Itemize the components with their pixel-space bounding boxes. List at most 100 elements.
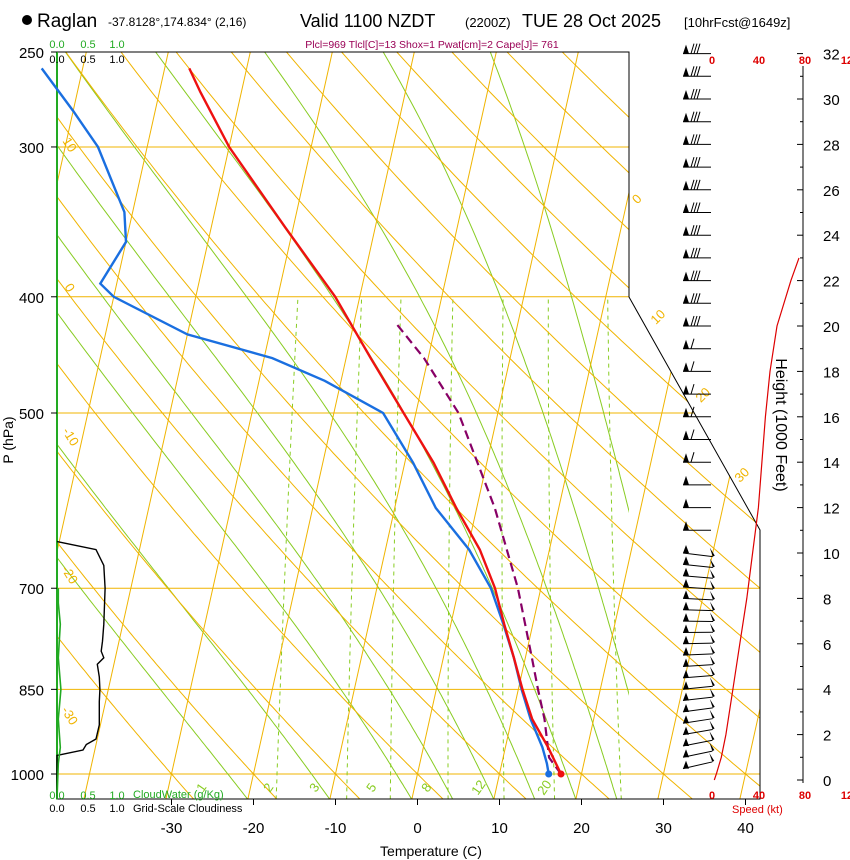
wind-barb-pennant [709, 720, 715, 730]
wind-barb-flag [696, 225, 701, 236]
dry-adiabat-line [65, 52, 760, 799]
wind-barb-pennant [709, 547, 715, 557]
wind-speed-tick-label: 0 [709, 55, 715, 67]
wind-barb-pennant [683, 613, 689, 622]
wind-barb-pennant [683, 556, 689, 565]
wind-barb-flag [690, 452, 695, 463]
wind-barb-pennant [683, 385, 689, 395]
isotherm-line [657, 52, 760, 799]
wind-barb-flag [693, 202, 698, 213]
wind-barb-flag [690, 202, 695, 213]
wind-barb [682, 731, 715, 747]
cloud-axis-ticks: 0.0 0.5 1.0 0.0 0.5 1.0 0.0 0.5 1.0 0.0 0.5 1.0 [49, 39, 124, 815]
wind-barb [683, 202, 711, 213]
height-tick-label: 4 [823, 682, 831, 699]
surface-temperature-marker [557, 770, 565, 778]
wind-barb [683, 406, 711, 418]
wind-barb-pennant [683, 681, 689, 690]
temperature-tick-label: -30 [161, 820, 183, 837]
temperature-tick-label: 0 [413, 820, 421, 837]
cloudiness-tick-label: 0.5 [80, 54, 95, 66]
wind-barb-flag [690, 247, 695, 259]
isotherm-line [411, 52, 579, 799]
wind-barb-pennant [683, 317, 689, 326]
wind-barb-flag [693, 293, 698, 304]
wind-barb [683, 521, 711, 531]
moist-adiabat-line [264, 52, 618, 799]
wind-barb-flag [696, 247, 701, 259]
height-tick-label: 10 [823, 546, 840, 563]
wind-barb [682, 601, 715, 612]
dry-adiabat-label: 20 [692, 384, 713, 405]
wind-barb-shaft [682, 609, 714, 612]
wind-barb-pennant [683, 601, 689, 610]
wind-barb-pennant [683, 498, 689, 508]
surface-dewpoint-marker [545, 770, 553, 778]
wind-barb-flag [696, 134, 701, 145]
isotherm-line [57, 52, 169, 799]
wind-barb [683, 88, 711, 100]
wind-barb [682, 567, 715, 579]
wind-barb-pennant [683, 567, 689, 576]
isotherm-label: 0 [62, 281, 79, 295]
isotherm-label: 10 [60, 135, 80, 155]
dry-adiabat-line [57, 52, 444, 799]
isotherm-line [575, 52, 743, 799]
wind-barb-flag [696, 270, 701, 281]
cloudiness-profile-line [56, 540, 106, 800]
wind-barb-flag [690, 429, 695, 440]
dry-adiabat-line [57, 52, 278, 799]
moist-adiabat-line [64, 52, 536, 799]
sounding-indices: Plcl=969 Tlcl[C]=13 Shox=1 Pwat[cm]=2 Ca… [305, 39, 559, 51]
moist-adiabat-line [57, 52, 495, 799]
pressure-tick-label: 500 [19, 406, 44, 423]
moist-adiabat-line [57, 52, 249, 799]
wind-barb-flag [690, 156, 695, 168]
wind-barb-pennant [683, 658, 689, 667]
isotherm-line [493, 52, 661, 799]
wind-barb-flag [690, 179, 695, 190]
wind-barb-pennant [683, 669, 689, 678]
height-tick-label: 26 [823, 183, 840, 200]
wind-speed-tick-label: 40 [753, 790, 765, 802]
pressure-tick-label: 400 [19, 290, 44, 307]
wind-barb [683, 156, 711, 168]
pressure-tick-label: 1000 [11, 767, 44, 784]
wind-barb-flag [693, 88, 698, 100]
wind-barb [682, 720, 715, 736]
wind-barb-pennant [683, 760, 689, 769]
pressure-axis-ticks: 1000 850 700 500 400 300 250 [11, 45, 57, 784]
wind-barb [683, 293, 711, 304]
wind-barb-pennant [709, 666, 715, 676]
wind-barb-pennant [683, 579, 689, 588]
mixing-ratio-line [275, 296, 299, 799]
wind-barb-pennant [709, 655, 715, 665]
isotherm-line [329, 52, 497, 799]
wind-barb-flag [690, 134, 695, 145]
wind-barb-flag [696, 43, 701, 54]
location-coords: -37.8128°,174.834° (2,16) [108, 15, 246, 29]
wind-speed-tick-label: 120 [841, 55, 850, 67]
mixing-ratio-line [547, 296, 556, 799]
wind-barb-pennant [683, 248, 689, 258]
dry-adiabat-line [396, 52, 760, 799]
wind-barb-pennant [683, 112, 689, 122]
wind-barb-pennant [709, 644, 715, 654]
wind-barb-pennant [709, 590, 715, 600]
height-tick-label: 16 [823, 410, 840, 427]
wind-barb-pennant [683, 158, 689, 168]
wind-barb [682, 677, 715, 690]
height-tick-label: 18 [823, 364, 840, 381]
height-tick-label: 2 [823, 728, 831, 745]
cloudwater-axis-label: CloudWater (g/Kg) [133, 789, 224, 801]
wind-barb-pennant [709, 752, 715, 762]
wind-barb [683, 111, 711, 123]
mixing-ratio-label: 2 [260, 780, 276, 795]
wind-barb-pennant [683, 362, 689, 372]
wind-barb [682, 742, 715, 758]
isotherm-label: -20 [58, 563, 81, 587]
wind-speed-tick-label: 80 [799, 790, 811, 802]
isotherm-label: -30 [58, 704, 81, 728]
